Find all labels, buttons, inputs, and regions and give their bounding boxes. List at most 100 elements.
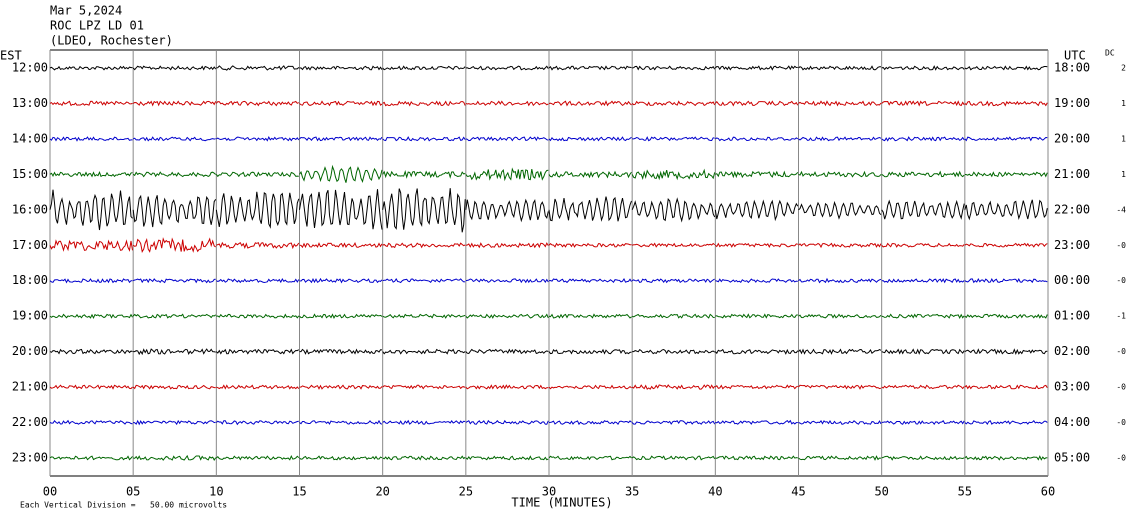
trace-segment	[382, 313, 466, 319]
trace-segment	[132, 171, 217, 178]
trace-segment	[299, 189, 383, 230]
trace-segment	[714, 199, 799, 222]
trace-segment	[964, 455, 1048, 461]
trace-segment	[631, 168, 716, 181]
trace-segment	[964, 65, 1048, 71]
trace-segment	[964, 420, 1048, 426]
row-label-left: 14:00	[12, 131, 48, 145]
trace-segment	[631, 278, 715, 284]
x-tick-label: 05	[126, 485, 140, 499]
trace-segment	[49, 278, 133, 284]
trace-segment	[548, 348, 632, 355]
trace-segment	[798, 348, 882, 355]
x-tick-label: 35	[625, 485, 639, 499]
trace-segment	[465, 65, 549, 71]
trace-segment	[49, 100, 133, 107]
trace-segment	[881, 65, 965, 71]
row-offset: -0	[1116, 418, 1126, 427]
trace-segment	[548, 242, 632, 248]
x-tick-label: 10	[209, 485, 223, 499]
row-label-left: 15:00	[12, 167, 48, 181]
trace-segment	[49, 170, 133, 178]
trace-segment	[132, 237, 216, 253]
trace-segment	[382, 348, 466, 355]
trace-segment	[548, 278, 632, 284]
trace-segment	[133, 348, 216, 356]
trace-segment	[49, 455, 133, 461]
trace-segment	[715, 313, 798, 319]
trace-segment	[465, 100, 549, 107]
trace-segment	[132, 100, 217, 107]
trace-segment	[715, 384, 799, 390]
row-label-left: 12:00	[12, 61, 48, 75]
trace-segment	[715, 170, 799, 179]
trace-segment	[382, 65, 466, 71]
trace-segment	[299, 136, 383, 142]
x-tick-label: 60	[1041, 485, 1055, 499]
trace-segment	[548, 100, 632, 107]
row-label-left: 23:00	[12, 450, 48, 464]
title-line: Mar 5,2024	[50, 4, 122, 18]
trace-segment	[382, 188, 466, 233]
row-offset: -1	[1116, 312, 1126, 321]
trace-segment	[382, 100, 466, 107]
row-label-right: 03:00	[1054, 380, 1090, 394]
row-label-right: 20:00	[1054, 131, 1090, 145]
row-label-right: 19:00	[1054, 96, 1090, 110]
trace-segment	[382, 455, 466, 461]
row-offset: -0	[1116, 276, 1126, 285]
trace-segment	[132, 278, 216, 284]
trace-segment	[299, 277, 383, 284]
trace-segment	[881, 455, 965, 461]
trace-segment	[548, 420, 632, 426]
row-label-right: 21:00	[1054, 167, 1090, 181]
trace-segment	[548, 136, 632, 142]
row-label-right: 02:00	[1054, 344, 1090, 358]
row-offset: 1	[1121, 134, 1126, 143]
trace-segment	[631, 313, 715, 319]
trace-segment	[548, 384, 632, 390]
trace-segment	[881, 136, 965, 142]
trace-segment	[465, 242, 549, 249]
trace-segment	[382, 419, 466, 425]
row-offset: -0	[1116, 383, 1126, 392]
trace-segment	[631, 420, 716, 426]
trace-segment	[715, 136, 799, 142]
trace-segment	[49, 384, 133, 390]
trace-segment	[216, 313, 300, 319]
trace-segment	[465, 167, 549, 182]
trace-segment	[49, 239, 133, 252]
row-label-left: 22:00	[12, 415, 48, 429]
trace-segment	[714, 100, 799, 107]
trace-segment	[49, 348, 133, 355]
row-offset: -0	[1116, 453, 1126, 462]
trace-segment	[798, 242, 882, 249]
trace-segment	[216, 241, 300, 250]
trace-segment	[299, 242, 383, 249]
row-offset: 2	[1121, 64, 1126, 73]
trace-segment	[215, 100, 300, 107]
trace-segment	[964, 100, 1048, 107]
trace-segment	[132, 194, 217, 228]
trace-segment	[632, 348, 716, 355]
row-label-right: 18:00	[1054, 61, 1090, 75]
trace-segment	[964, 313, 1048, 319]
trace-segment	[715, 455, 798, 461]
trace-segment	[881, 242, 965, 248]
trace-segment	[632, 242, 716, 248]
row-label-right: 01:00	[1054, 309, 1090, 323]
trace-segment	[133, 454, 217, 461]
x-tick-label: 15	[292, 485, 306, 499]
trace-segment	[964, 242, 1048, 248]
trace-segment	[798, 384, 882, 390]
trace-segment	[465, 136, 549, 142]
trace-segment	[798, 313, 882, 319]
trace-segment	[465, 348, 549, 355]
row-label-right: 05:00	[1054, 450, 1090, 464]
trace-segment	[798, 100, 882, 107]
trace-segment	[382, 170, 466, 179]
trace-segment	[216, 384, 300, 390]
trace-segment	[216, 65, 300, 71]
x-tick-label: 00	[43, 485, 57, 499]
